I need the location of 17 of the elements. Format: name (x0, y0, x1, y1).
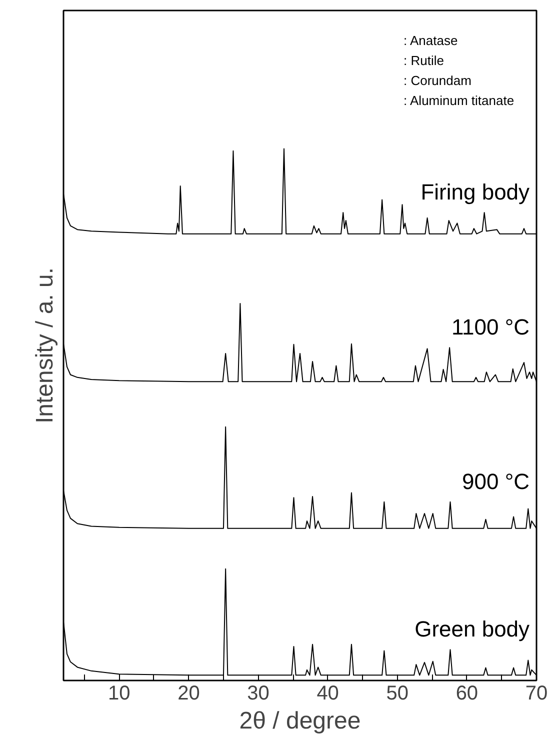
text: : Rutile (404, 53, 444, 68)
y-axis-title: Intensity / a. u. (32, 267, 58, 424)
x-axis-title: 2θ / degree (239, 708, 361, 734)
series-label: Firing body (420, 180, 530, 205)
x-tick-label: 60 (456, 682, 478, 704)
series-label: Green body (414, 616, 530, 642)
x-tick-label: 70 (525, 682, 548, 704)
text: : Corundam (404, 73, 472, 88)
x-tick-label: 50 (386, 682, 409, 704)
series-label: 900 °C (462, 468, 530, 494)
x-tick-label: 10 (108, 682, 130, 704)
series-label: 1100 °C (451, 314, 530, 340)
text: : Aluminum titanate (404, 93, 514, 108)
text: : Anatase (404, 33, 458, 48)
x-tick-label: 40 (316, 682, 339, 704)
x-tick-label: 30 (247, 682, 270, 704)
x-tick-label: 20 (178, 682, 200, 704)
